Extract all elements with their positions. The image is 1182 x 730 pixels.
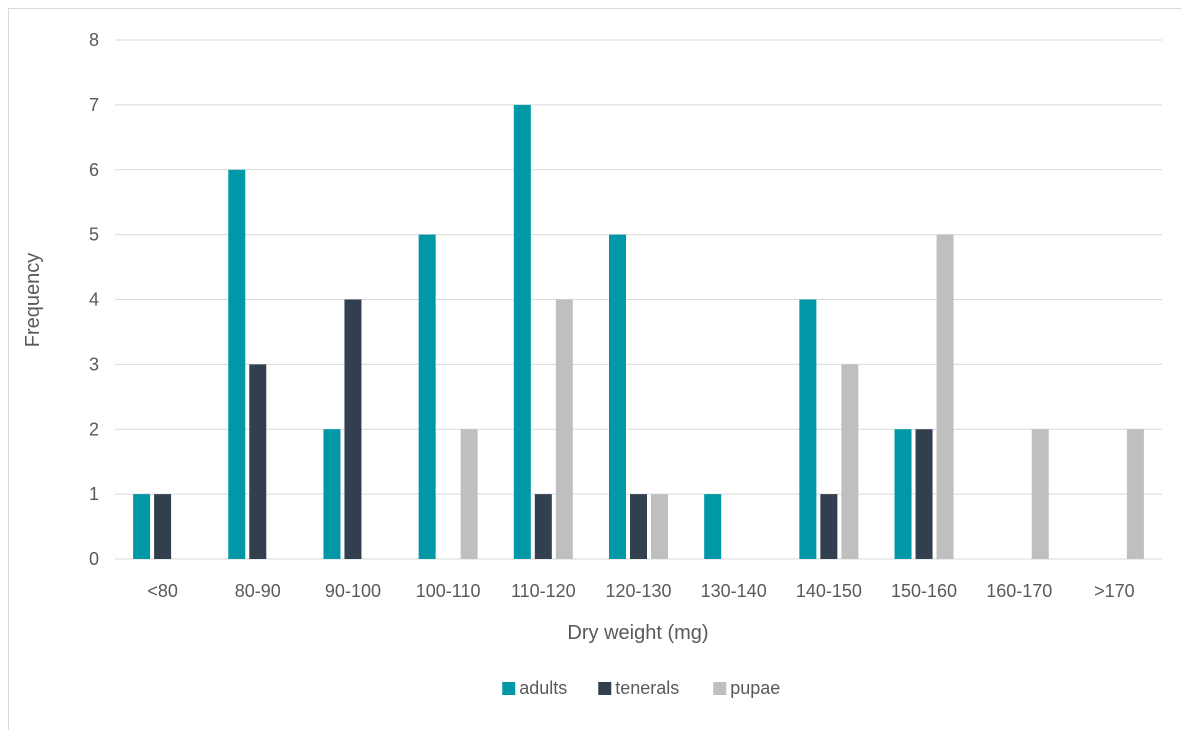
x-tick-label: 90-100 (325, 581, 381, 601)
x-tick-label: 150-160 (891, 581, 957, 601)
x-tick-label: 110-120 (511, 581, 576, 601)
legend-label-tenerals: tenerals (615, 678, 679, 698)
bar-adults (609, 235, 626, 559)
y-tick-label: 8 (89, 30, 99, 50)
x-axis-ticks: <80 80-90 90-100 100-110 110-120 120-130 130-1… (147, 581, 1134, 601)
legend-swatch-pupae (713, 682, 726, 695)
bar-adults (895, 429, 912, 559)
legend: adults tenerals pupae (502, 678, 780, 698)
bar-tenerals (630, 494, 647, 559)
y-tick-label: 1 (89, 484, 99, 504)
gridlines (115, 40, 1162, 559)
bar-adults (228, 170, 245, 559)
bar-tenerals (535, 494, 552, 559)
x-tick-label: 140-150 (796, 581, 862, 601)
bar-adults (323, 429, 340, 559)
legend-swatch-tenerals (598, 682, 611, 695)
bar-tenerals (154, 494, 171, 559)
bar-tenerals (820, 494, 837, 559)
x-tick-label: 100-110 (416, 581, 481, 601)
x-tick-label: <80 (147, 581, 178, 601)
y-tick-label: 7 (89, 95, 99, 115)
legend-label-pupae: pupae (730, 678, 780, 698)
x-tick-label: 130-140 (701, 581, 767, 601)
bar-tenerals (916, 429, 933, 559)
bar-pupae (841, 364, 858, 559)
y-tick-label: 0 (89, 549, 99, 569)
x-tick-label: >170 (1094, 581, 1135, 601)
bar-pupae (461, 429, 478, 559)
legend-swatch-adults (502, 682, 515, 695)
y-tick-label: 5 (89, 225, 99, 245)
bar-pupae (556, 300, 573, 560)
bar-adults (704, 494, 721, 559)
y-axis-title: Frequency (22, 253, 44, 348)
y-tick-label: 3 (89, 354, 99, 374)
legend-label-adults: adults (519, 678, 567, 698)
bar-pupae (937, 235, 954, 559)
bar-tenerals (344, 300, 361, 560)
bar-adults (514, 105, 531, 559)
bars (133, 105, 1144, 559)
bar-adults (419, 235, 436, 559)
bar-pupae (1127, 429, 1144, 559)
bar-pupae (651, 494, 668, 559)
bar-adults (133, 494, 150, 559)
y-axis-ticks: 0 1 2 3 4 5 6 7 8 (89, 30, 99, 569)
x-tick-label: 160-170 (986, 581, 1052, 601)
bar-adults (799, 300, 816, 560)
bar-tenerals (249, 364, 266, 559)
x-axis-title: Dry weight (mg) (567, 622, 708, 644)
y-tick-label: 4 (89, 290, 99, 310)
x-tick-label: 80-90 (235, 581, 281, 601)
y-tick-label: 6 (89, 160, 99, 180)
bar-pupae (1032, 429, 1049, 559)
x-tick-label: 120-130 (605, 581, 671, 601)
y-tick-label: 2 (89, 419, 99, 439)
